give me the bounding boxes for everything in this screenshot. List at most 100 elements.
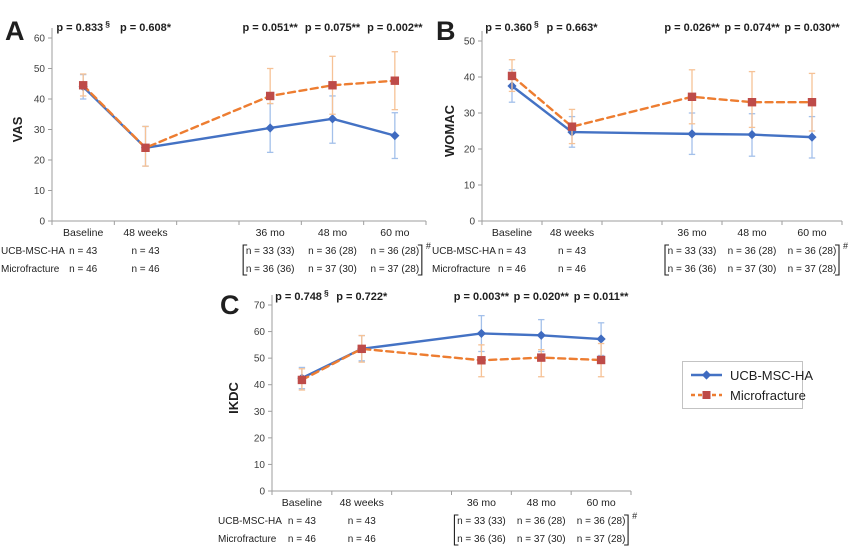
marker-series-microfracture <box>807 98 817 107</box>
marker-series-ucb-msc-ha <box>536 330 546 340</box>
marker-series-ucb-msc-ha <box>265 123 275 133</box>
n-value: n = 37 (30) <box>517 534 566 545</box>
marker-series-ucb-msc-ha <box>476 328 487 339</box>
panel-letter: B <box>436 16 456 46</box>
y-tick-label: 10 <box>254 460 266 471</box>
category-label: 48 weeks <box>123 227 167 239</box>
p-value-label: p = 0.020** <box>514 291 570 303</box>
bracket-note: # <box>426 241 431 251</box>
marker-series-microfracture <box>265 91 275 101</box>
bracket-right <box>624 514 629 546</box>
n-value: n = 43 <box>498 246 527 257</box>
p-value-label: p = 0.011** <box>574 291 629 303</box>
marker-series-microfracture <box>507 71 517 81</box>
table-row-label: Microfracture <box>218 534 277 545</box>
n-value: n = 46 <box>348 534 377 545</box>
category-label: 60 mo <box>586 497 615 509</box>
y-tick-label: 50 <box>464 37 476 48</box>
category-label: 48 weeks <box>550 227 594 239</box>
category-label: 36 mo <box>467 497 496 509</box>
n-value: n = 36 (28) <box>788 246 837 257</box>
y-tick-label: 60 <box>34 34 46 45</box>
panel-letter: C <box>220 290 240 320</box>
n-value: n = 36 (28) <box>371 246 420 257</box>
n-value: n = 37 (30) <box>728 264 777 275</box>
n-value: n = 43 <box>288 516 317 527</box>
n-value: n = 36 (28) <box>577 516 626 527</box>
table-row-label: Microfracture <box>1 264 60 275</box>
y-tick-label: 50 <box>34 64 46 75</box>
legend-item-ucb-msc-ha: UCB-MSC-HA <box>690 368 813 383</box>
table-row-label: Microfracture <box>432 264 491 275</box>
marker-series-ucb-msc-ha <box>807 132 817 142</box>
marker-series-microfracture <box>390 76 400 85</box>
p-value-label: p = 0.748 § <box>275 288 329 303</box>
n-value: n = 46 <box>498 264 527 275</box>
legend: UCB-MSC-HA Microfracture <box>682 361 813 409</box>
n-value: n = 43 <box>348 516 377 527</box>
y-axis-title: WOMAC <box>442 104 457 157</box>
marker-series-microfracture <box>687 92 697 101</box>
category-label: Baseline <box>492 227 532 239</box>
marker-series-ucb-msc-ha <box>390 131 400 141</box>
marker-series-microfracture <box>477 356 486 365</box>
marker-series-microfracture <box>596 355 606 365</box>
marker-series-ucb-msc-ha <box>596 334 606 344</box>
n-value: n = 43 <box>69 246 98 257</box>
panel-letter: A <box>5 16 25 46</box>
n-value: n = 33 (33) <box>246 246 295 257</box>
p-value-label: p = 0.003** <box>454 291 510 303</box>
y-tick-label: 30 <box>34 125 46 136</box>
marker-series-ucb-msc-ha <box>747 130 757 140</box>
marker-series-microfracture <box>78 81 88 90</box>
p-value-label: p = 0.030** <box>784 22 840 34</box>
n-value: n = 36 (28) <box>728 246 777 257</box>
y-tick-label: 0 <box>259 487 265 498</box>
legend-line-square-icon <box>691 391 722 399</box>
y-axis-title: VAS <box>10 116 25 142</box>
n-value: n = 36 (36) <box>457 534 506 545</box>
legend-line-diamond-icon <box>691 370 722 380</box>
n-value: n = 37 (28) <box>788 264 837 275</box>
n-value: n = 46 <box>288 534 317 545</box>
y-tick-label: 10 <box>464 181 476 192</box>
bracket-note: # <box>843 241 848 251</box>
y-tick-label: 0 <box>469 217 475 228</box>
y-axis-title: IKDC <box>226 382 241 414</box>
n-value: n = 43 <box>131 246 160 257</box>
marker-series-microfracture <box>141 143 150 152</box>
p-value-label: p = 0.051** <box>242 22 298 34</box>
panel-b-chart: 0 10 20 30 40 50 WOMAC B p = 0.360 § p = 0.663* p =… <box>432 16 848 276</box>
bracket-note: # <box>632 511 637 521</box>
n-value: n = 33 (33) <box>457 516 506 527</box>
y-tick-label: 70 <box>254 301 266 312</box>
n-value: n = 37 (30) <box>308 264 357 275</box>
category-label: 48 mo <box>527 497 556 509</box>
bracket-right <box>835 244 840 276</box>
table-row-label: UCB-MSC-HA <box>432 246 496 257</box>
y-tick-label: 20 <box>34 156 46 167</box>
n-value: n = 43 <box>558 246 587 257</box>
legend-square-marker <box>702 391 711 399</box>
n-value: n = 36 (28) <box>308 246 357 257</box>
y-tick-label: 40 <box>464 73 476 84</box>
p-value-label: p = 0.074** <box>724 22 780 34</box>
panel-a-chart: 0 10 20 30 40 50 60 VAS A p = 0.833 § p = 0.608* p =… <box>1 16 431 276</box>
category-label: 48 mo <box>318 227 347 239</box>
y-tick-label: 50 <box>254 354 266 365</box>
n-value: n = 37 (28) <box>371 264 420 275</box>
marker-series-microfracture <box>357 344 366 354</box>
n-value: n = 36 (28) <box>517 516 566 527</box>
n-value: n = 37 (28) <box>577 534 626 545</box>
category-label: 60 mo <box>380 227 409 239</box>
y-tick-label: 40 <box>254 380 266 391</box>
p-value-label: p = 0.833 § <box>56 19 110 34</box>
y-tick-label: 20 <box>254 433 266 444</box>
marker-series-microfracture <box>328 81 337 90</box>
bracket-left <box>242 244 248 276</box>
legend-item-microfracture: Microfracture <box>690 388 806 403</box>
p-value-label: p = 0.360 § <box>485 19 539 34</box>
panel-c-chart: 0 10 20 30 40 50 60 70 IKDC C p = 0.748 § p = 0.722*… <box>218 288 637 546</box>
n-value: n = 46 <box>558 264 587 275</box>
